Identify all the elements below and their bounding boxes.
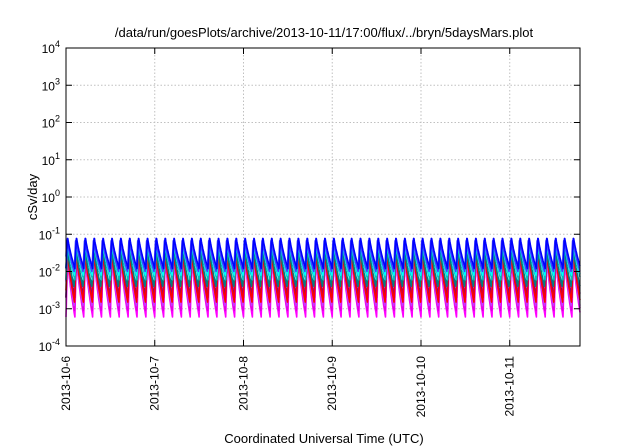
y-tick-label: 10-3	[39, 300, 60, 317]
y-tick-label: 10-1	[39, 225, 60, 242]
y-tick-label: 100	[42, 188, 60, 205]
x-tick-label: 2013-10-10	[414, 356, 428, 418]
y-tick-label: 104	[42, 39, 60, 56]
chart-title: /data/run/goesPlots/archive/2013-10-11/1…	[115, 25, 534, 40]
y-tick-label: 10-4	[39, 337, 60, 354]
axis-ticks: 10-4 10-3 10-2 10-1 100 101 102 103 104 2013-10-6…	[39, 39, 580, 417]
y-tick-label: 103	[42, 76, 60, 93]
x-tick-label: 2013-10-7	[148, 356, 162, 411]
x-tick-label: 2013-10-9	[325, 356, 339, 411]
series-line	[65, 237, 581, 270]
y-tick-label: 10-2	[39, 263, 60, 280]
x-axis-label: Coordinated Universal Time (UTC)	[224, 431, 423, 446]
y-tick-label: 101	[42, 151, 60, 168]
series-layer	[65, 237, 581, 318]
x-tick-label: 2013-10-6	[59, 356, 73, 411]
y-axis-label: cSv/day	[25, 173, 40, 220]
x-tick-label: 2013-10-11	[503, 356, 517, 417]
y-tick-label: 102	[42, 114, 60, 131]
x-tick-label: 2013-10-8	[236, 356, 250, 411]
